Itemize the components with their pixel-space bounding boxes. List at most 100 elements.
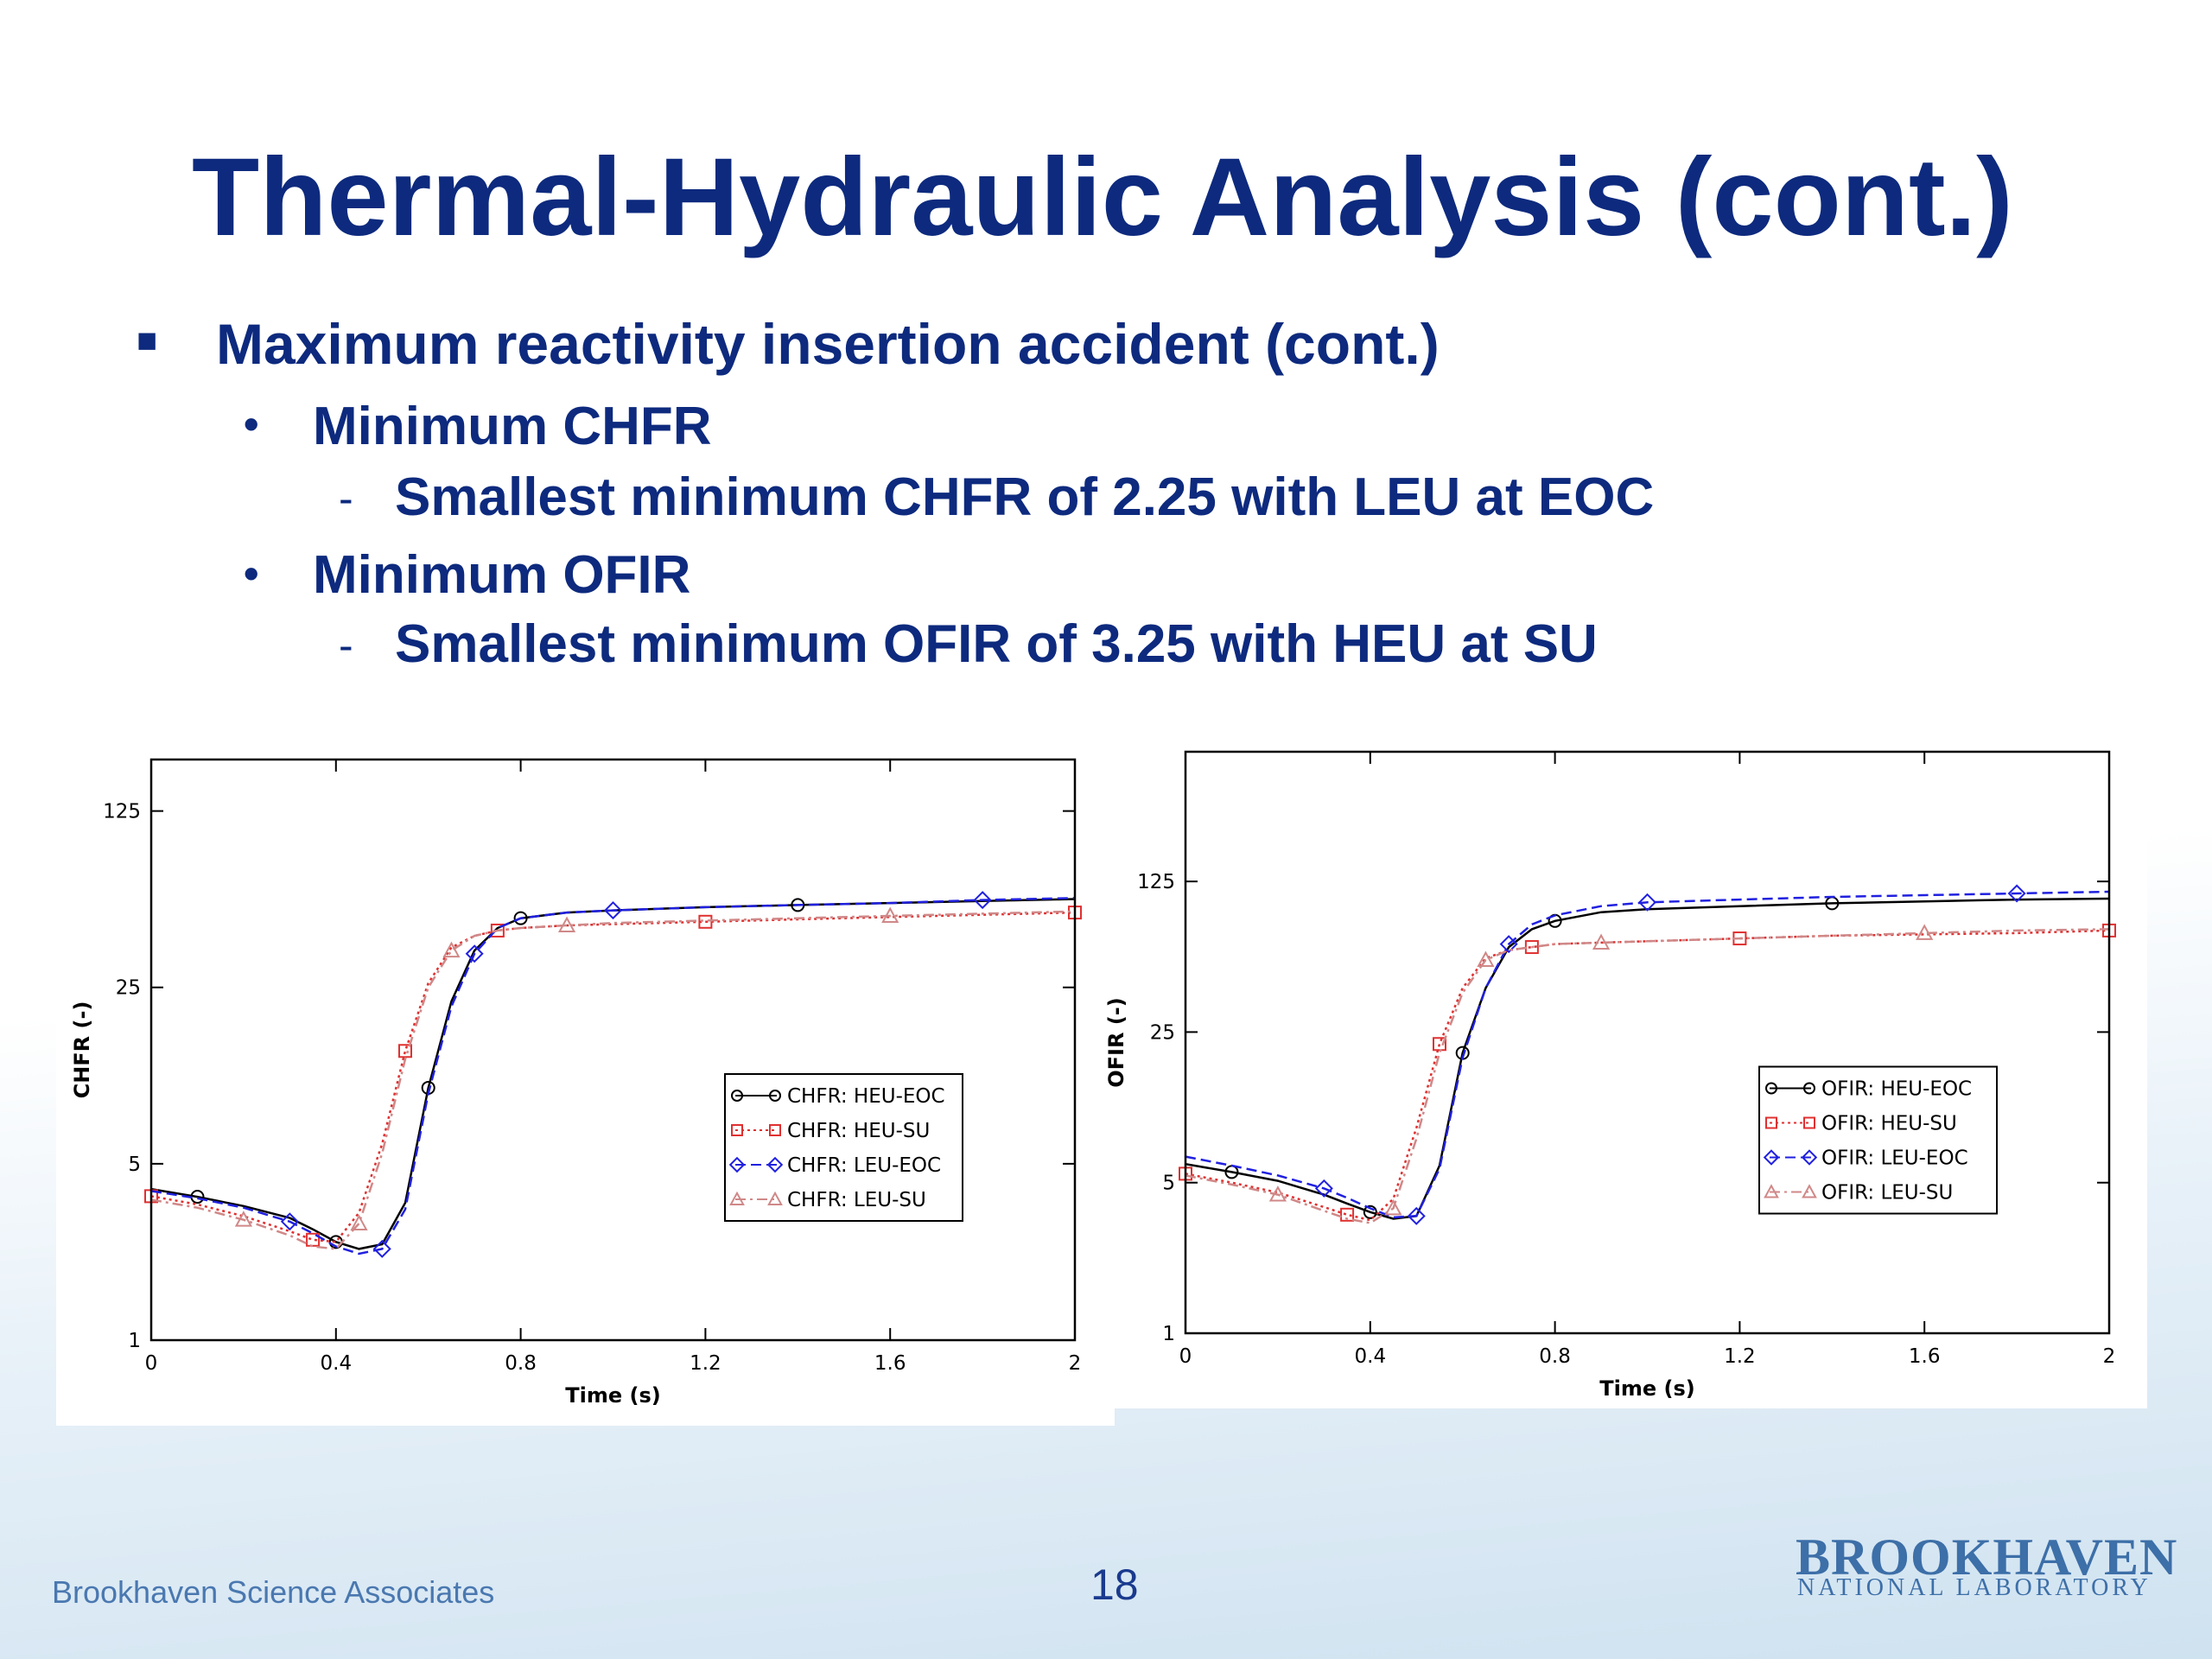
legend-marker — [729, 1191, 745, 1205]
x-axis-label: Time (s) — [1599, 1376, 1694, 1401]
y-tick-label: 1 — [128, 1330, 141, 1352]
legend-marker — [1764, 1184, 1779, 1198]
legend-label: OFIR: HEU-SU — [1821, 1113, 1957, 1135]
x-axis-label: Time (s) — [565, 1383, 660, 1408]
y-axis-label: CHFR (-) — [70, 1001, 94, 1099]
data-point — [603, 901, 623, 920]
legend-label: OFIR: LEU-EOC — [1821, 1147, 1968, 1170]
bullet-mark: • — [244, 550, 259, 598]
data-point — [280, 1212, 299, 1231]
series-line — [1185, 897, 2110, 1220]
legend-marker — [731, 1090, 743, 1102]
page-number: 18 — [1090, 1560, 1139, 1609]
y-axis-label: OFIR (-) — [1104, 997, 1128, 1087]
bullet: Minimum CHFR — [313, 397, 712, 456]
bullet: Smallest minimum OFIR of 3.25 with HEU a… — [395, 614, 1598, 674]
x-tick-label: 0.4 — [1355, 1345, 1387, 1368]
y-tick-label: 125 — [1137, 871, 1175, 893]
logo: BROOKHAVEN — [1796, 1529, 2178, 1586]
legend-marker — [766, 1156, 784, 1173]
legend-marker — [1801, 1149, 1818, 1166]
data-point — [791, 898, 805, 912]
x-tick-label: 0.4 — [321, 1352, 353, 1375]
series-line — [1185, 928, 2110, 1224]
data-point — [1314, 1179, 1333, 1198]
legend-marker — [1763, 1149, 1780, 1166]
x-tick-label: 0.8 — [1539, 1345, 1571, 1368]
x-tick-label: 0.8 — [505, 1352, 537, 1375]
bullet: Smallest minimum CHFR of 2.25 with LEU a… — [395, 467, 1655, 527]
x-tick-label: 1.6 — [874, 1352, 906, 1375]
x-tick-label: 2 — [2103, 1345, 2116, 1368]
bullet-mark: • — [244, 400, 259, 448]
legend-marker — [769, 1090, 781, 1102]
y-tick-label: 25 — [116, 977, 141, 1000]
x-tick-label: 2 — [1069, 1352, 1082, 1375]
y-tick-label: 125 — [103, 801, 141, 823]
data-point — [881, 906, 899, 924]
data-point — [1592, 933, 1611, 950]
bullet: Minimum OFIR — [313, 545, 691, 605]
data-point — [1477, 950, 1495, 968]
footer-org: Brookhaven Science Associates — [52, 1574, 495, 1610]
data-point — [1499, 935, 1518, 954]
data-point — [465, 944, 484, 963]
y-tick-label: 5 — [1162, 1173, 1175, 1195]
legend-marker — [1765, 1116, 1777, 1129]
data-point — [973, 891, 992, 910]
legend-marker — [767, 1191, 783, 1205]
series-line — [150, 897, 1076, 1255]
data-point — [1637, 893, 1657, 912]
data-point — [2007, 884, 2026, 903]
bullet-mark: - — [339, 621, 353, 670]
legend-marker — [731, 1124, 743, 1136]
slide-title: Thermal-Hydraulic Analysis (cont.) — [192, 136, 2013, 259]
legend-marker — [1803, 1116, 1815, 1129]
legend-marker — [1802, 1184, 1817, 1198]
legend-marker — [1803, 1082, 1815, 1095]
x-tick-label: 1.2 — [690, 1352, 721, 1375]
legend-marker — [1765, 1082, 1777, 1095]
legend-marker — [769, 1124, 781, 1136]
bullet: Maximum reactivity insertion accident (c… — [216, 312, 1440, 376]
legend-label: OFIR: LEU-SU — [1821, 1182, 1953, 1205]
bullet-mark: - — [339, 474, 353, 523]
plot-area — [1179, 884, 2116, 1225]
data-point — [350, 1214, 368, 1230]
y-tick-label: 25 — [1150, 1021, 1175, 1044]
data-point — [1340, 1207, 1355, 1222]
data-point — [397, 1044, 412, 1058]
series-line — [150, 910, 1076, 1250]
data-point — [1363, 1205, 1377, 1219]
legend-label: CHFR: HEU-SU — [787, 1120, 930, 1142]
data-point — [372, 1239, 391, 1258]
plot-frame — [1184, 750, 2111, 1335]
data-point — [1384, 1198, 1402, 1216]
legend-label: CHFR: LEU-SU — [787, 1189, 926, 1211]
x-tick-label: 1.2 — [1724, 1345, 1756, 1368]
y-tick-label: 1 — [1162, 1323, 1175, 1345]
data-point — [442, 941, 461, 958]
legend-box — [724, 1073, 963, 1222]
x-tick-label: 0 — [145, 1352, 158, 1375]
y-tick-label: 5 — [128, 1154, 141, 1176]
plot-frame — [149, 758, 1077, 1342]
data-point — [698, 914, 713, 929]
data-point — [490, 923, 505, 938]
bullet-mark: ■ — [137, 321, 158, 359]
data-point — [234, 1211, 252, 1227]
data-point — [557, 916, 576, 933]
data-point — [306, 1232, 321, 1247]
x-tick-label: 1.6 — [1909, 1345, 1941, 1368]
data-point — [513, 911, 528, 925]
legend-label: OFIR: HEU-EOC — [1821, 1078, 1972, 1101]
x-tick-label: 0 — [1179, 1345, 1192, 1368]
data-point — [1916, 924, 1934, 940]
data-point — [1268, 1185, 1287, 1202]
legend-box — [1758, 1065, 1998, 1215]
logo-sub: NATIONAL LABORATORY — [1797, 1574, 2152, 1601]
data-point — [1407, 1206, 1426, 1225]
legend-label: CHFR: LEU-EOC — [787, 1154, 941, 1177]
